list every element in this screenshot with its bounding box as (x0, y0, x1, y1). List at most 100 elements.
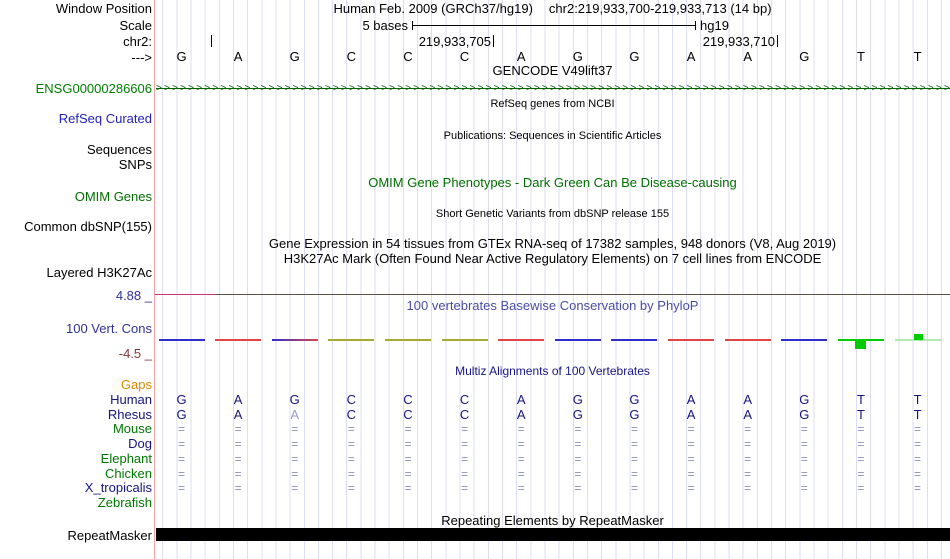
alignment-gap: = (291, 481, 299, 495)
phylop-segment[interactable] (441, 339, 488, 341)
alignment-gap: = (857, 422, 865, 436)
alignment-gap: = (630, 481, 638, 495)
alignment-gap: = (177, 422, 185, 436)
phylop-label[interactable]: 100 Vert. Cons (66, 321, 152, 336)
phylop-segment[interactable] (611, 339, 658, 341)
alignment-gap: = (177, 481, 185, 495)
phylop-segment[interactable] (384, 339, 431, 341)
phylop-bar-down[interactable] (854, 340, 866, 349)
phylop-segment[interactable] (498, 339, 545, 341)
alignment-base: G (799, 407, 810, 422)
phylop-segment[interactable] (554, 339, 601, 341)
h3k27ac-label[interactable]: Layered H3K27Ac (46, 265, 152, 280)
phylop-segment[interactable] (894, 339, 941, 341)
repeatmasker-track-title[interactable]: Repeating Elements by RepeatMasker (441, 513, 664, 528)
alignment-gap: = (347, 422, 355, 436)
publications-snps-label[interactable]: SNPs (118, 157, 152, 172)
alignment-gap: = (347, 452, 355, 466)
ruler-coordinate-left: 219,933,705 (419, 35, 494, 48)
sequence-base: C (459, 49, 470, 64)
alignment-base: G (799, 392, 810, 407)
position-text: chr2:219,933,700-219,933,713 (14 bp) (548, 1, 772, 16)
alignment-base: G (289, 392, 300, 407)
scale-bracket (412, 21, 696, 30)
phylop-axis-min: -4.5 _ (118, 346, 152, 361)
alignment-gap: = (291, 467, 299, 481)
publications-track-title[interactable]: Publications: Sequences in Scientific Ar… (443, 130, 662, 142)
multiz-row-label-chicken[interactable]: Chicken (105, 466, 152, 481)
multiz-row-label-mouse[interactable]: Mouse (112, 421, 152, 436)
alignment-gap: = (744, 422, 752, 436)
phylop-bar-up[interactable] (913, 334, 923, 340)
multiz-row-label-human[interactable]: Human (110, 392, 152, 407)
alignment-gap: = (687, 467, 695, 481)
phylop-segment[interactable] (158, 339, 205, 341)
repeatmasker-label[interactable]: RepeatMasker (67, 528, 152, 543)
alignment-gap: = (517, 422, 525, 436)
alignment-gap: = (234, 452, 242, 466)
refseq-label[interactable]: RefSeq Curated (58, 111, 152, 126)
alignment-gap: = (574, 422, 582, 436)
alignment-gap: = (800, 467, 808, 481)
multiz-row-label-rhesus[interactable]: Rhesus (107, 407, 152, 422)
alignment-gap: = (857, 452, 865, 466)
alignment-base: A (516, 407, 526, 422)
alignment-gap: = (517, 467, 525, 481)
omim-label[interactable]: OMIM Genes (74, 189, 152, 204)
alignment-base: C (403, 392, 413, 407)
phylop-segment[interactable] (724, 339, 771, 341)
alignment-gap: = (291, 437, 299, 451)
alignment-base: C (459, 392, 470, 407)
alignment-base: A (233, 392, 243, 407)
alignment-base: T (913, 407, 922, 422)
alignment-gap: = (404, 467, 412, 481)
dbsnp-track-title[interactable]: Short Genetic Variants from dbSNP releas… (435, 208, 670, 220)
repeatmasker-element-bar[interactable] (156, 528, 950, 541)
h3k27ac-track-title[interactable]: H3K27Ac Mark (Often Found Near Active Re… (283, 251, 822, 266)
publications-sequences-label[interactable]: Sequences (86, 142, 152, 157)
assembly-text: Human Feb. 2009 (GRCh37/hg19) (333, 1, 533, 16)
phylop-segment[interactable] (781, 339, 828, 341)
multiz-track-title[interactable]: Multiz Alignments of 100 Vertebrates (455, 364, 650, 378)
alignment-base: C (346, 407, 357, 422)
alignment-gap: = (914, 467, 922, 481)
multiz-row-label-elephant[interactable]: Elephant (100, 451, 152, 466)
alignment-gap: = (687, 422, 695, 436)
sequence-base: T (856, 49, 865, 64)
alignment-gap: = (800, 437, 808, 451)
alignment-gap: = (347, 481, 355, 495)
omim-track-title[interactable]: OMIM Gene Phenotypes - Dark Green Can Be… (368, 175, 737, 190)
gencode-gene-label[interactable]: ENSG00000286606 (35, 81, 152, 96)
gencode-gene-arrows[interactable]: >>>>>>>>>>>>>>>>>>>>>>>>>>>>>>>>>>>>>>>>… (156, 82, 950, 95)
multiz-row-label-dog[interactable]: Dog (128, 436, 152, 451)
dbsnp-label[interactable]: Common dbSNP(155) (24, 219, 152, 234)
phylop-track-title[interactable]: 100 vertebrates Basewise Conservation by… (406, 298, 699, 313)
sequence-base: C (346, 49, 357, 64)
multiz-row-label-x-tropicalis[interactable]: X_tropicalis (84, 480, 152, 495)
phylop-segment[interactable] (328, 339, 375, 341)
alignment-gap: = (574, 437, 582, 451)
multiz-row-label-gaps[interactable]: Gaps (120, 377, 152, 392)
multiz-row-label-zebrafish[interactable]: Zebrafish (97, 495, 152, 510)
gtex-track-title[interactable]: Gene Expression in 54 tissues from GTEx … (268, 236, 837, 251)
alignment-gap: = (744, 452, 752, 466)
alignment-base: C (346, 392, 357, 407)
alignment-gap: = (914, 437, 922, 451)
alignment-gap: = (461, 481, 469, 495)
alignment-gap: = (234, 437, 242, 451)
refseq-track-title[interactable]: RefSeq genes from NCBI (490, 98, 615, 110)
phylop-segment[interactable] (215, 339, 262, 341)
alignment-gap: = (291, 422, 299, 436)
alignment-gap: = (800, 481, 808, 495)
alignment-gap: = (574, 452, 582, 466)
phylop-segment[interactable] (668, 339, 715, 341)
alignment-base: A (233, 407, 243, 422)
alignment-gap: = (461, 467, 469, 481)
alignment-gap: = (234, 422, 242, 436)
phylop-segment[interactable] (271, 339, 318, 341)
scale-value: 5 bases (362, 18, 408, 33)
gencode-track-title[interactable]: GENCODE V49lift37 (492, 63, 613, 78)
alignment-base: C (459, 407, 470, 422)
alignment-gap: = (517, 437, 525, 451)
